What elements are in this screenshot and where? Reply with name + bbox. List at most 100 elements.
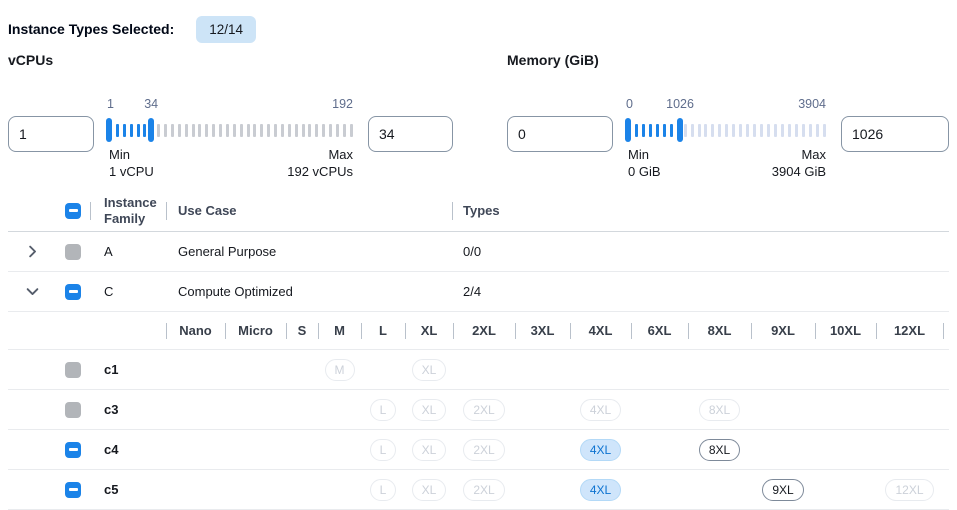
family-types-count: 2/4 — [463, 284, 482, 299]
family-row-c: C Compute Optimized 2/4 — [8, 272, 949, 312]
slider-tick — [662, 123, 666, 137]
size-badge-xl: XL — [411, 358, 447, 381]
size-badge-8xl[interactable]: 8XL — [698, 438, 741, 461]
size-column-l: L — [361, 323, 405, 338]
indeterminate-checkbox[interactable] — [65, 441, 81, 458]
slider-tick — [301, 123, 305, 137]
memory-slider-captions: Min 0 GiB Max 3904 GiB — [628, 146, 826, 180]
instance-name: c5 — [104, 482, 119, 497]
instance-family-column-header: Instance Family — [90, 195, 166, 227]
select-all-checkbox[interactable] — [65, 202, 81, 219]
slider-tick — [683, 123, 687, 137]
vcpu-min-input[interactable] — [8, 116, 94, 152]
slider-handle-high[interactable] — [677, 118, 684, 142]
size-column-4xl: 4XL — [570, 323, 631, 338]
vcpu-max-input[interactable] — [368, 116, 453, 152]
instance-row-c1: c1 M XL — [8, 350, 949, 390]
types-column-header: Types — [452, 203, 949, 218]
chevron-right-icon[interactable] — [25, 244, 40, 259]
size-column-s: S — [286, 323, 318, 338]
slider-tick — [704, 123, 708, 137]
slider-tick — [191, 123, 195, 137]
instance-row-c5: c5 L XL 2XL 4XL 9XL 12XL — [8, 470, 949, 510]
disabled-checkbox — [65, 361, 81, 378]
slider-tick — [143, 123, 147, 137]
size-badge-xl: XL — [411, 398, 447, 421]
vcpu-slider-range-labels: 1 34 192 — [107, 96, 353, 116]
slider-tick — [184, 123, 188, 137]
size-cell-l: L — [361, 438, 405, 461]
slider-tick — [274, 123, 277, 137]
size-badge-2xl: 2XL — [463, 438, 505, 461]
expand-cell — [8, 244, 56, 259]
memory-min-input[interactable] — [507, 116, 613, 152]
slider-tick — [725, 123, 729, 137]
selected-count-bar: Instance Types Selected: 12/14 — [8, 0, 949, 46]
size-badge-4xl[interactable]: 4XL — [579, 438, 622, 461]
indeterminate-checkbox[interactable] — [65, 481, 81, 498]
checkbox-cell — [56, 283, 90, 300]
slider-tick — [753, 123, 757, 137]
indeterminate-checkbox[interactable] — [65, 283, 81, 300]
slider-tick — [287, 123, 291, 137]
selected-count-label: Instance Types Selected: — [8, 21, 175, 37]
size-cell-2xl: 2XL — [453, 438, 515, 461]
size-cell-4xl: 4XL — [570, 438, 631, 461]
slider-tick — [711, 123, 715, 137]
select-all-cell — [56, 202, 90, 219]
disabled-checkbox — [65, 243, 81, 260]
slider-from-label: 0 — [626, 97, 633, 111]
size-cell-9xl: 9XL — [751, 478, 815, 501]
slider-tick — [641, 123, 645, 137]
size-cell-xl: XL — [405, 478, 453, 501]
size-column-nano: Nano — [166, 323, 225, 338]
family-name: A — [104, 243, 113, 259]
slider-to-label: 1026 — [666, 97, 694, 111]
size-badge-4xl: 4XL — [579, 398, 622, 421]
slider-handle-low[interactable] — [625, 118, 631, 142]
size-badge-l: L — [369, 478, 397, 501]
slider-handle-low[interactable] — [106, 118, 112, 142]
slider-tick — [198, 123, 202, 137]
slider-tick — [739, 123, 743, 137]
memory-max-input[interactable] — [841, 116, 949, 152]
chevron-down-icon[interactable] — [25, 284, 40, 299]
max-caption: Max — [801, 147, 826, 162]
slider-tick — [315, 123, 319, 137]
size-cell-12xl: 12XL — [876, 478, 943, 501]
size-badge-9xl[interactable]: 9XL — [762, 478, 804, 501]
slider-tick — [808, 123, 812, 137]
checkbox-dash-icon — [68, 209, 78, 212]
min-value: 1 vCPU — [109, 164, 154, 179]
slider-tick — [342, 123, 346, 137]
family-use-case: General Purpose — [178, 244, 277, 259]
slider-tick — [219, 123, 222, 137]
size-column-12xl: 12XL — [876, 323, 943, 338]
slider-tick — [205, 123, 209, 137]
slider-tick — [212, 123, 216, 137]
size-column-3xl: 3XL — [515, 323, 570, 338]
instance-name: c3 — [104, 402, 119, 417]
instance-name: c4 — [104, 442, 119, 457]
max-caption: Max — [328, 147, 353, 162]
family-name: C — [104, 283, 114, 299]
slider-tick — [787, 123, 791, 137]
slider-tick — [246, 123, 250, 137]
size-badge-4xl[interactable]: 4XL — [579, 478, 622, 501]
slider-handle-high[interactable] — [148, 118, 155, 142]
size-cell-2xl: 2XL — [453, 478, 515, 501]
slider-max-label: 192 — [332, 97, 353, 111]
slider-tick — [177, 123, 181, 137]
checkbox-cell — [56, 243, 90, 260]
size-badge-2xl: 2XL — [463, 478, 505, 501]
vcpu-slider-captions: Min 1 vCPU Max 192 vCPUs — [109, 146, 353, 180]
slider-tick — [294, 123, 298, 137]
size-column-micro: Micro — [225, 323, 286, 338]
vcpu-filter-title: vCPUs — [8, 52, 54, 68]
slider-from-label: 1 — [107, 97, 114, 111]
slider-tick — [746, 123, 750, 137]
checkbox-cell — [56, 441, 90, 458]
family-types-count: 0/0 — [463, 244, 482, 259]
min-caption: Min — [628, 147, 649, 162]
vcpu-slider: 1 34 192 Min 1 vCPU Max 192 vCPUs — [106, 96, 353, 180]
